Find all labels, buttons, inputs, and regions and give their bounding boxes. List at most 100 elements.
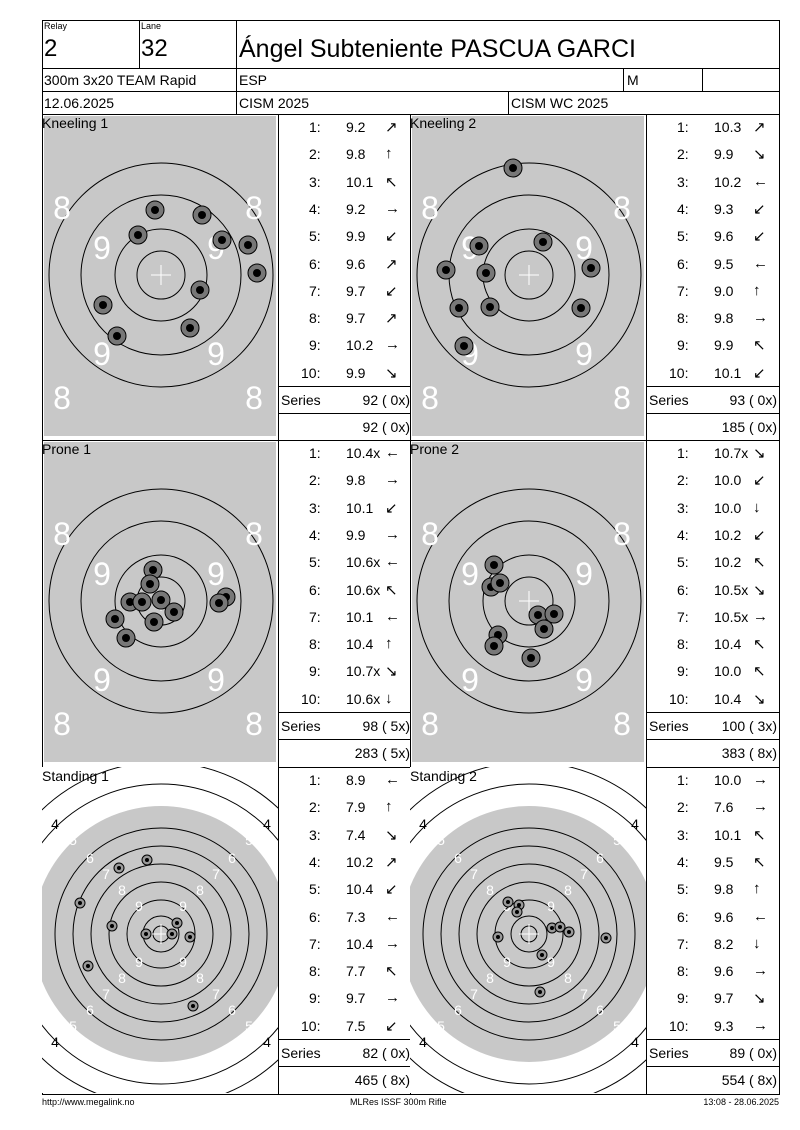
ring-label: 5 — [437, 832, 445, 848]
shot-impact[interactable] — [581, 258, 601, 278]
shot-number: 2: — [677, 472, 689, 489]
shot-impact[interactable] — [571, 298, 591, 318]
shot-direction-arrow-icon: → — [385, 989, 400, 1007]
ring — [476, 881, 582, 987]
footer-url[interactable]: http://www.megalink.no — [42, 1097, 135, 1107]
shot-number: 9: — [677, 337, 689, 354]
series-label: Series — [281, 718, 321, 734]
series-label: Series — [281, 392, 321, 408]
shot-number: 8: — [677, 310, 689, 327]
shot-impact[interactable] — [536, 949, 548, 961]
shot-impact[interactable] — [144, 612, 164, 632]
shot-impact[interactable] — [105, 609, 125, 629]
ring — [72, 845, 250, 1023]
shot-number: 2: — [677, 146, 689, 163]
shot-score: 10.5x — [714, 581, 749, 598]
ring-label: 7 — [102, 986, 110, 1002]
ring-label: 8 — [245, 190, 263, 226]
target-2: 8 89 99 98 8 — [44, 442, 276, 762]
panel-title: Standing 1 — [42, 768, 109, 784]
shot-impact[interactable] — [492, 931, 504, 943]
shot-impact[interactable] — [164, 602, 184, 622]
shot-impact[interactable] — [502, 896, 514, 908]
shot-direction-arrow-icon: ↑ — [753, 281, 761, 299]
shot-impact[interactable] — [190, 280, 210, 300]
shot-impact[interactable] — [533, 232, 553, 252]
series-label: Series — [649, 1045, 689, 1061]
shot-impact[interactable] — [503, 158, 523, 178]
shot-impact[interactable] — [544, 604, 564, 624]
shot-impact[interactable] — [480, 297, 500, 317]
shot-impact[interactable] — [469, 236, 489, 256]
shot-impact[interactable] — [107, 326, 127, 346]
shot-impact[interactable] — [511, 906, 523, 918]
shot-number: 1: — [309, 445, 321, 461]
shot-impact[interactable] — [484, 636, 504, 656]
shot-impact[interactable] — [82, 960, 94, 972]
shot-impact[interactable] — [128, 225, 148, 245]
shot-direction-arrow-icon: ← — [385, 444, 400, 461]
shot-direction-arrow-icon: ↘ — [385, 364, 398, 382]
shot-impact[interactable] — [546, 922, 558, 934]
shot-direction-arrow-icon: ↑ — [753, 880, 761, 898]
shot-impact[interactable] — [132, 592, 152, 612]
shot-impact[interactable] — [116, 628, 136, 648]
ring-label: 9 — [547, 898, 555, 914]
shot-impact[interactable] — [166, 928, 178, 940]
ring — [48, 162, 274, 388]
shot-impact[interactable] — [436, 260, 456, 280]
shot-impact[interactable] — [600, 932, 612, 944]
shot-impact[interactable] — [93, 295, 113, 315]
shot-impact[interactable] — [145, 200, 165, 220]
ring-label: 9 — [179, 954, 187, 970]
shot-score: 9.7 — [346, 282, 366, 299]
shot-impact[interactable] — [563, 926, 575, 938]
shot-impact[interactable] — [192, 205, 212, 225]
shot-impact[interactable] — [554, 921, 566, 933]
shot-score: 10.1 — [714, 364, 742, 381]
shot-impact[interactable] — [476, 263, 496, 283]
shot-number: 2: — [677, 799, 689, 816]
shot-score: 10.0 — [714, 472, 742, 489]
shot-impact[interactable] — [106, 920, 118, 932]
shot-number: 4: — [309, 853, 321, 870]
shot-impact[interactable] — [143, 560, 163, 580]
shot-impact[interactable] — [484, 555, 504, 575]
ring-label: 8 — [196, 970, 204, 986]
gender: M — [627, 72, 639, 88]
shot-impact[interactable] — [449, 298, 469, 318]
shot-number: 4: — [677, 526, 689, 543]
shot-impact[interactable] — [247, 263, 267, 283]
shot-impact[interactable] — [212, 230, 232, 250]
shot-impact[interactable] — [238, 235, 258, 255]
shot-impact[interactable] — [74, 897, 86, 909]
shot-impact[interactable] — [140, 928, 152, 940]
shot-impact[interactable] — [180, 318, 200, 338]
ring-label: 8 — [613, 516, 631, 552]
shot-impact[interactable] — [187, 1000, 199, 1012]
shot-impact[interactable] — [140, 574, 160, 594]
shot-impact[interactable] — [534, 986, 546, 998]
shot-impact[interactable] — [534, 619, 554, 639]
shot-impact[interactable] — [490, 573, 510, 593]
shot-impact[interactable] — [151, 590, 171, 610]
ring-label: 9 — [461, 556, 479, 592]
shot-direction-arrow-icon: ← — [753, 172, 768, 190]
shot-impact[interactable] — [184, 931, 196, 943]
shot-direction-arrow-icon: ↖ — [385, 173, 398, 191]
shot-number: 9: — [309, 990, 321, 1007]
shot-impact[interactable] — [141, 854, 153, 866]
shot-impact[interactable] — [209, 593, 229, 613]
shot-impact[interactable] — [113, 862, 125, 874]
ring-label: 7 — [580, 866, 588, 882]
ring — [504, 576, 554, 626]
shot-impact[interactable] — [454, 336, 474, 356]
shot-impact[interactable] — [171, 917, 183, 929]
shot-direction-arrow-icon: ← — [753, 907, 768, 925]
ring-label: 9 — [135, 898, 143, 914]
shot-impact[interactable] — [521, 648, 541, 668]
ring — [416, 162, 642, 388]
shot-score: 10.0 — [714, 772, 742, 788]
ring-label: 8 — [245, 380, 263, 416]
shot-score: 10.1 — [714, 826, 742, 843]
